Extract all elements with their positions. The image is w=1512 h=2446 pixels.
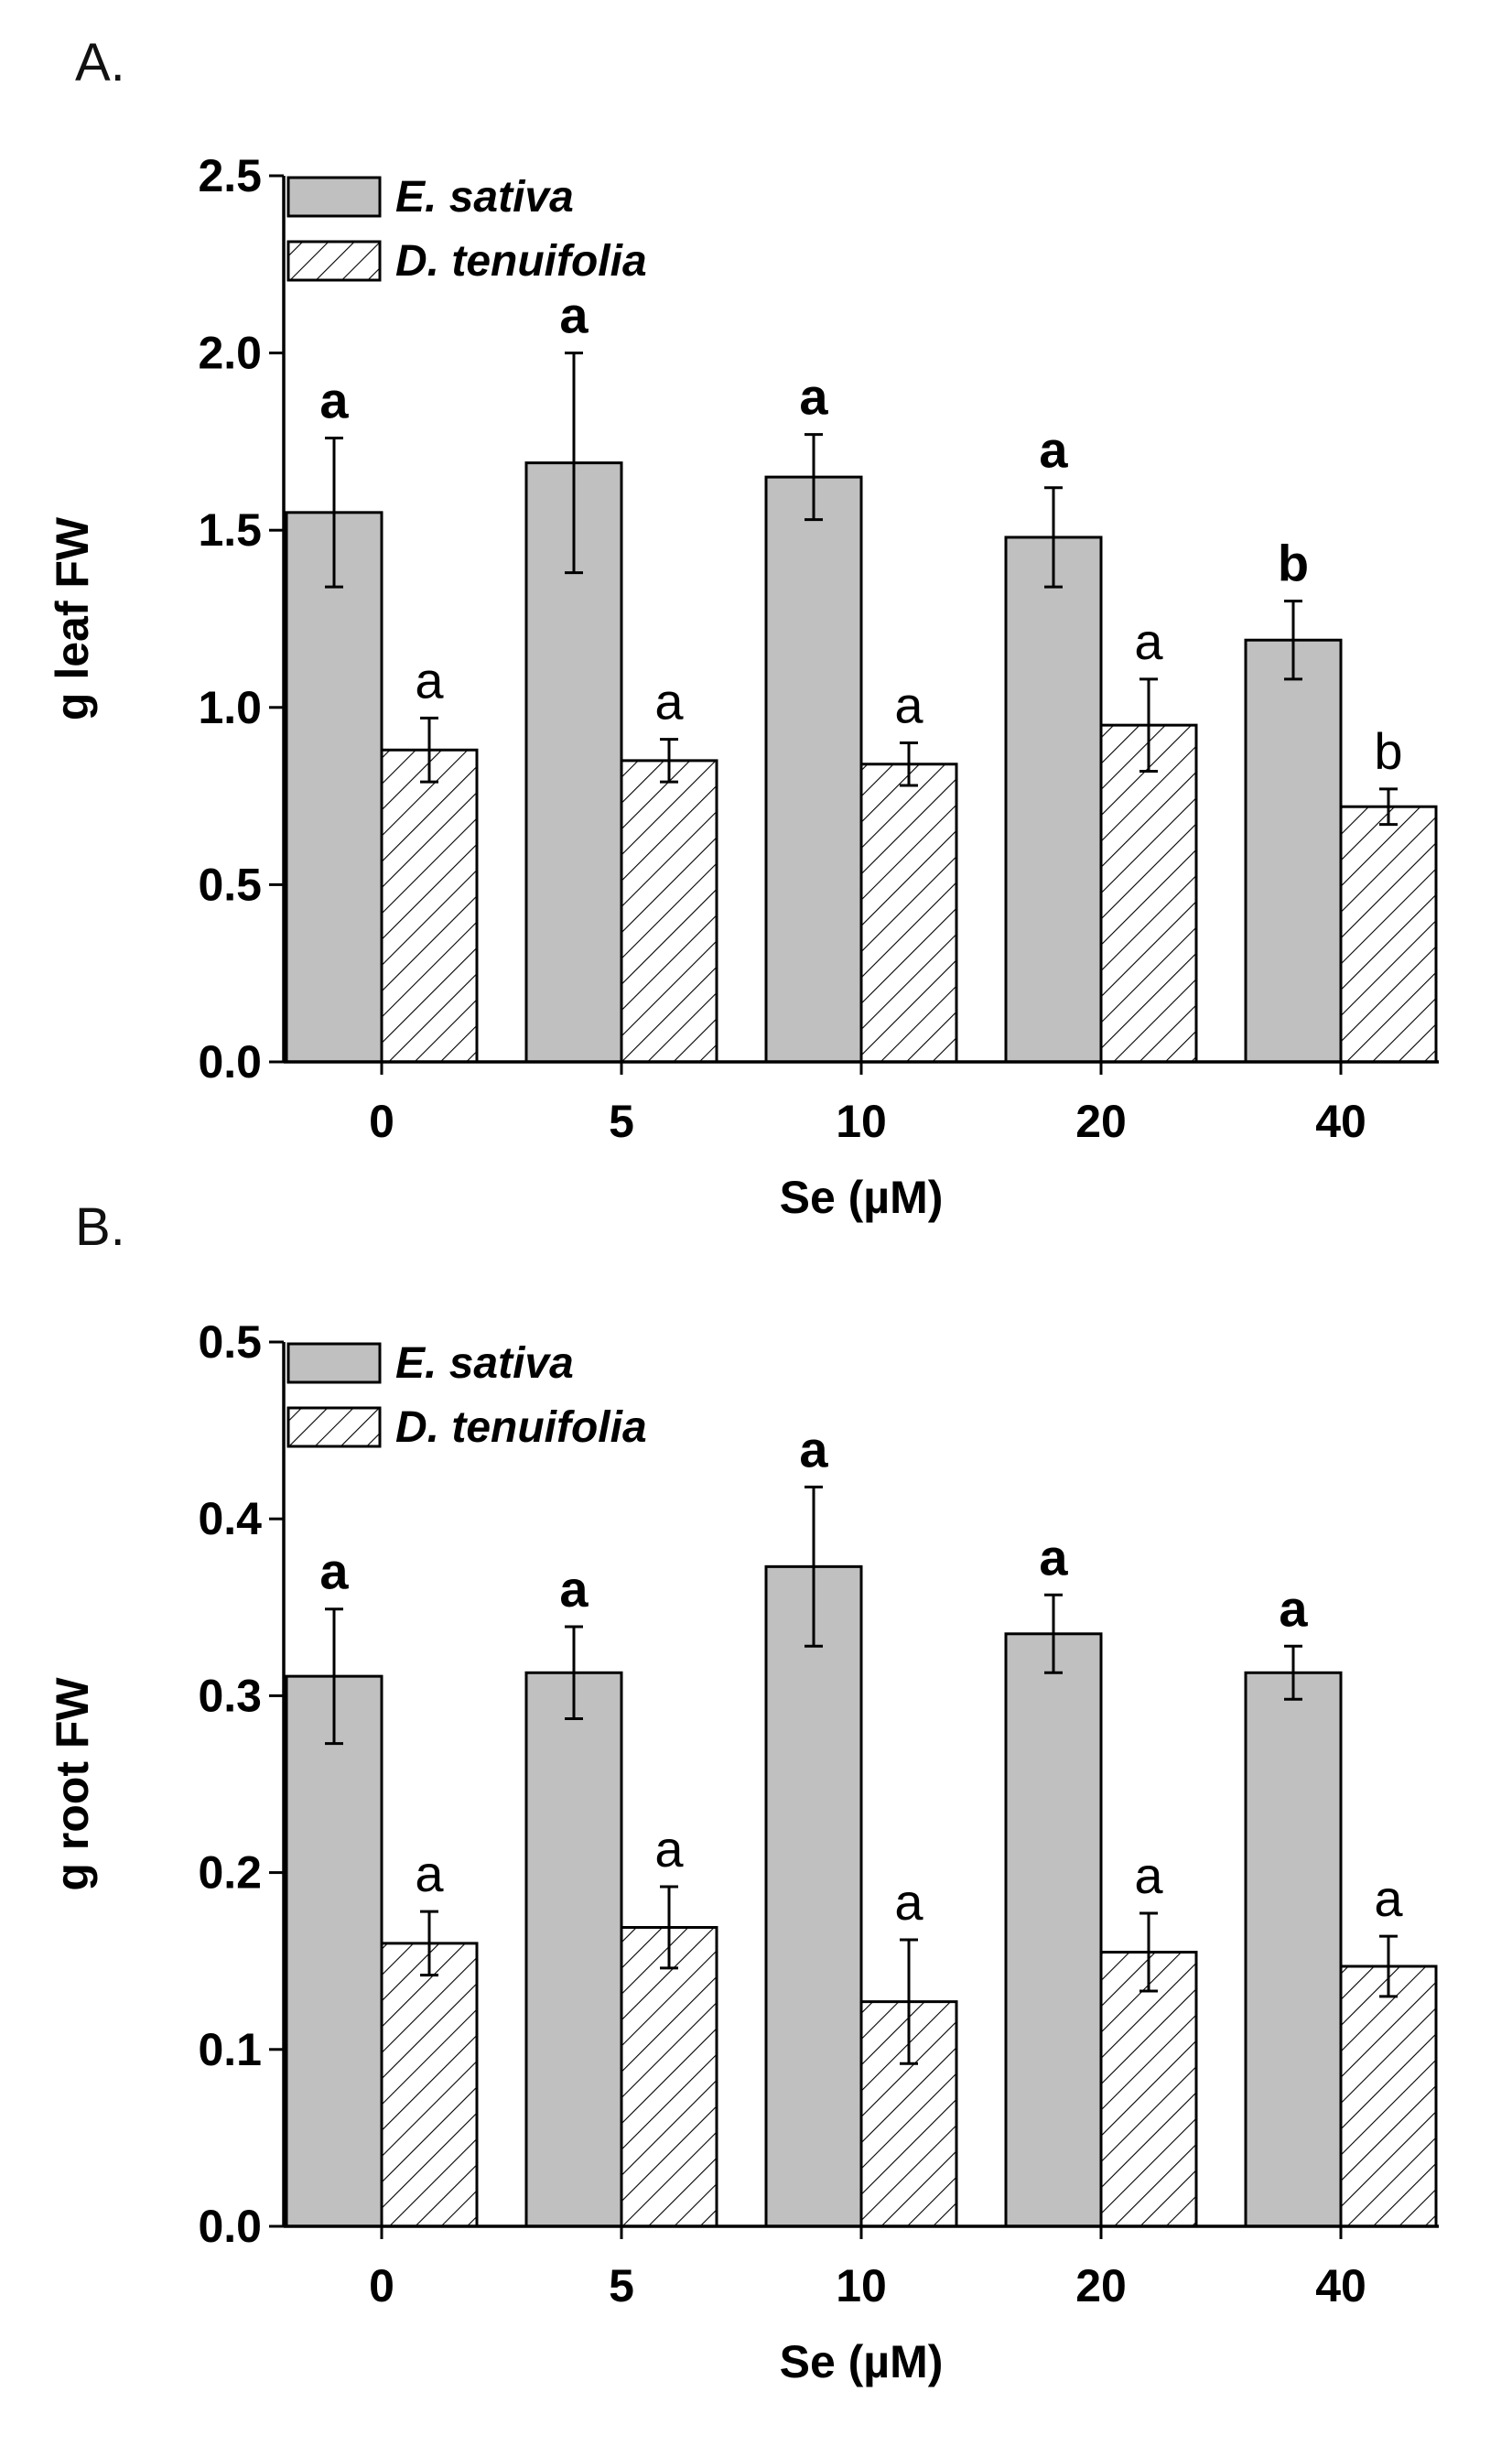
- significance-letter: a: [415, 1845, 444, 1902]
- bar-d-tenuifolia-0: [380, 1942, 479, 2228]
- significance-letter: a: [1039, 421, 1068, 479]
- y-axis-title: g root FW: [47, 1677, 98, 1891]
- bar-e-sativa-40: [1244, 1671, 1343, 2228]
- significance-letter: a: [415, 651, 444, 709]
- bar-e-sativa-5: [524, 1671, 623, 2228]
- y-tick-label: 0.5: [198, 1316, 262, 1368]
- bar-e-sativa-10: [764, 475, 863, 1064]
- legend-label: E. sativa: [395, 1339, 574, 1388]
- bar-e-sativa-0: [285, 1674, 383, 2228]
- bar-e-sativa-40: [1244, 638, 1343, 1064]
- significance-letter: a: [654, 673, 684, 731]
- legend-swatch: [286, 1406, 382, 1448]
- significance-letter: a: [894, 676, 923, 734]
- y-tick-label: 2.5: [198, 150, 262, 201]
- significance-letter: a: [799, 368, 828, 426]
- bar-d-tenuifolia-5: [620, 759, 718, 1064]
- significance-letter: a: [799, 1420, 828, 1477]
- significance-letter: a: [894, 1873, 923, 1931]
- y-tick-label: 0.3: [198, 1670, 262, 1721]
- panel-b: B. a a 0 a a 5 a a 10 a a 20 a a 40 0.0 0.1 0.2 0.3 0.4 0.5 Se…: [47, 1197, 1439, 2387]
- y-tick-label: 1.5: [198, 504, 262, 556]
- bar-d-tenuifolia-0: [380, 748, 479, 1064]
- bar-d-tenuifolia-20: [1099, 723, 1198, 1064]
- x-tick-label: 40: [1315, 1096, 1366, 1147]
- x-axis-title: Se (µM): [780, 2336, 944, 2387]
- significance-letter: a: [319, 372, 349, 429]
- bar-d-tenuifolia-40: [1339, 805, 1438, 1064]
- bar-e-sativa-20: [1004, 536, 1103, 1064]
- y-tick-label: 0.0: [198, 1036, 262, 1088]
- y-tick-label: 0.5: [198, 859, 262, 910]
- significance-letter: a: [654, 1820, 684, 1878]
- bar-d-tenuifolia-40: [1339, 1964, 1438, 2228]
- x-tick-label: 20: [1075, 2260, 1127, 2311]
- significance-letter: a: [1134, 1846, 1163, 1904]
- x-tick-label: 10: [836, 1096, 887, 1147]
- x-tick-label: 40: [1315, 2260, 1366, 2311]
- significance-letter: a: [559, 1560, 589, 1618]
- significance-letter: a: [1279, 1579, 1308, 1637]
- y-tick-label: 2.0: [198, 328, 262, 379]
- significance-letter: a: [319, 1542, 349, 1600]
- legend-label: D. tenuifolia: [395, 237, 647, 286]
- panel-label: A.: [75, 33, 125, 92]
- x-tick-label: 5: [609, 1096, 634, 1147]
- significance-letter: a: [559, 287, 589, 344]
- y-tick-label: 0.2: [198, 1847, 262, 1899]
- significance-letter: a: [1374, 1869, 1403, 1927]
- y-tick-label: 0.1: [198, 2024, 262, 2075]
- y-tick-label: 1.0: [198, 682, 262, 733]
- x-axis-title: Se (µM): [780, 1172, 944, 1223]
- x-tick-label: 5: [609, 2260, 634, 2311]
- significance-letter: a: [1039, 1528, 1068, 1586]
- y-tick-label: 0.4: [198, 1493, 262, 1544]
- bar-d-tenuifolia-10: [859, 763, 958, 1064]
- x-tick-label: 10: [836, 2260, 887, 2311]
- bar-d-tenuifolia-5: [620, 1925, 718, 2228]
- bar-e-sativa-20: [1004, 1632, 1103, 2228]
- significance-letter: b: [1278, 535, 1309, 592]
- bar-e-sativa-0: [285, 511, 383, 1064]
- bar-d-tenuifolia-20: [1099, 1951, 1198, 2228]
- x-tick-label: 0: [369, 2260, 394, 2311]
- legend-label: E. sativa: [395, 173, 574, 222]
- x-tick-label: 0: [369, 1096, 394, 1147]
- legend-swatch: [286, 240, 382, 282]
- legend-label: D. tenuifolia: [395, 1403, 647, 1452]
- panel-label: B.: [75, 1197, 125, 1257]
- significance-letter: b: [1374, 722, 1402, 780]
- y-tick-label: 0.0: [198, 2201, 262, 2252]
- legend-swatch: [286, 1342, 382, 1384]
- x-tick-label: 20: [1075, 1096, 1127, 1147]
- legend-swatch: [286, 176, 382, 218]
- bar-e-sativa-10: [764, 1564, 863, 2228]
- significance-letter: a: [1134, 612, 1163, 670]
- y-axis-title: g leaf FW: [47, 516, 98, 720]
- panel-a: A. a a 0 a a 5 a a 10 a a 20 b b 40 0.0 0.5 1.0 1.5 2.0 2.5 Se…: [47, 33, 1439, 1223]
